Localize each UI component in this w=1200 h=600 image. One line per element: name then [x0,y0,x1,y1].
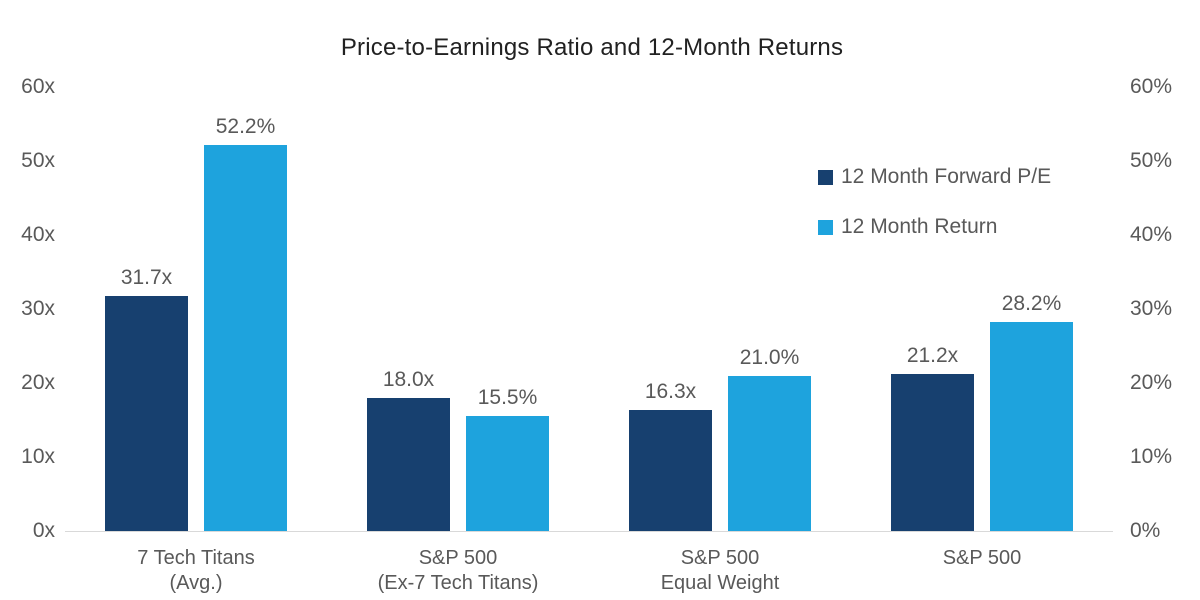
category-label-line: 7 Tech Titans [137,547,255,569]
category-label-group2: S&P 500 (Ex-7 Tech Titans) [378,546,539,596]
legend-label: 12 Month Return [841,215,998,238]
legend-swatch-icon [818,219,833,235]
bar-value-label: 16.3x [644,380,697,403]
right-axis-tick: 0% [1130,519,1161,542]
left-axis-tick: 30x [21,297,55,320]
legend-swatch-icon [818,169,833,185]
category-label-line: S&P 500 [942,547,1022,569]
right-axis-tick: 30% [1130,297,1173,320]
category-label-group3: S&P 500 Equal Weight [661,546,780,596]
bar-return-group3 [728,376,811,531]
bar-return-group1 [204,145,287,531]
bar-value-label: 52.2% [215,115,276,138]
left-axis-tick: 0x [32,519,55,542]
bar-value-label: 18.0x [382,368,435,391]
left-axis-tick: 60x [21,75,55,98]
bar-value-label: 15.5% [477,386,538,409]
right-axis-tick: 20% [1130,371,1173,394]
left-axis-tick: 50x [21,149,55,172]
category-label-group1: 7 Tech Titans (Avg.) [137,546,254,596]
bar-value-label: 28.2% [1001,292,1062,315]
right-axis-tick: 50% [1130,149,1173,172]
legend-item-return: 12 Month Return [818,215,1051,239]
left-axis-tick: 20x [21,371,55,394]
bar-forward-pe-group4 [891,374,974,531]
category-label-line: Equal Weight [660,572,780,594]
category-label-line: S&P 500 [680,547,760,569]
bar-forward-pe-group2 [367,398,450,531]
bar-forward-pe-group1 [105,296,188,531]
bar-return-group2 [466,416,549,531]
category-label-group4: S&P 500 [943,546,1022,571]
bar-value-label: 21.2x [906,344,959,367]
x-axis-line [65,531,1113,532]
right-axis-tick: 40% [1130,223,1173,246]
category-label-line: S&P 500 [418,547,498,569]
bar-value-label: 21.0% [739,346,800,369]
left-axis-tick: 10x [21,445,55,468]
right-axis-tick: 10% [1130,445,1173,468]
right-axis-tick: 60% [1130,75,1173,98]
left-axis-tick: 40x [21,223,55,246]
legend-item-forward-pe: 12 Month Forward P/E [818,165,1051,189]
category-label-line: (Avg.) [169,572,223,594]
chart-title: Price-to-Earnings Ratio and 12-Month Ret… [340,34,844,61]
bar-forward-pe-group3 [629,410,712,531]
bar-value-label: 31.7x [120,266,173,289]
category-label-line: (Ex-7 Tech Titans) [377,572,539,594]
chart-legend: 12 Month Forward P/E 12 Month Return [818,165,1051,265]
legend-label: 12 Month Forward P/E [841,165,1052,188]
bar-return-group4 [990,322,1073,531]
